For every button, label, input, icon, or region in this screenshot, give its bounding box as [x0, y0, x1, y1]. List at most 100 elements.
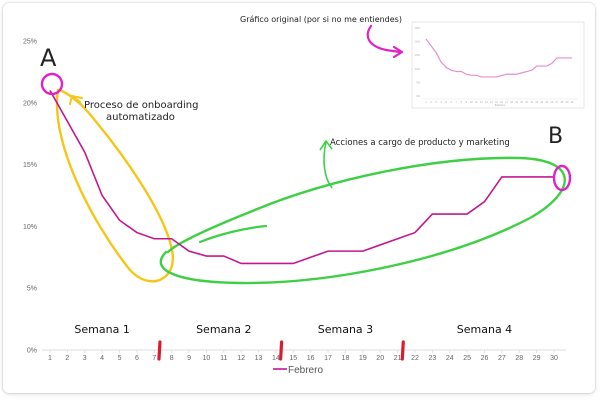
- label-b: B: [548, 124, 563, 149]
- marketing-highlight-loop: [159, 156, 566, 285]
- week-label: Semana 3: [318, 323, 373, 336]
- x-tick-label: 1: [48, 355, 52, 362]
- inset-chart: Gráfico original (por si no me entiendes…: [240, 15, 585, 109]
- inset-x-tick-label: 28: [561, 101, 564, 104]
- inset-x-tick-label: 20: [520, 101, 523, 104]
- inset-x-tick-label: 3: [435, 101, 437, 104]
- week-label: Semana 4: [457, 323, 512, 336]
- week-separator: [400, 340, 405, 361]
- x-tick-label: 18: [342, 355, 350, 362]
- inset-y-tick-label: 10%: [415, 68, 421, 71]
- x-tick-label: 28: [515, 355, 523, 362]
- x-tick-label: 6: [135, 355, 139, 362]
- y-axis: 0% 5% 10% 15% 20% 25%: [23, 39, 37, 355]
- inset-x-tick-label: 6: [450, 101, 452, 104]
- y-tick-label: 25%: [23, 39, 37, 46]
- x-tick-label: 29: [533, 355, 541, 362]
- x-tick-label: 16: [307, 355, 315, 362]
- arrow-to-inset: [366, 24, 402, 54]
- x-tick-label: 17: [324, 355, 332, 362]
- inset-x-tick-label: 8: [461, 101, 463, 104]
- inset-x-tick-label: 15: [495, 101, 498, 104]
- inset-x-tick-label: 27: [556, 101, 559, 104]
- series-line-febrero: [49, 90, 554, 265]
- inset-y-tick-label: 15%: [415, 54, 421, 57]
- inset-x-tick-label: 24: [540, 101, 543, 104]
- legend-label-febrero: Febrero: [288, 365, 323, 376]
- y-tick-label: 15%: [23, 162, 37, 169]
- x-tick-label: 22: [411, 355, 419, 362]
- y-tick-label: 5%: [27, 286, 37, 293]
- x-tick-label: 15: [289, 355, 297, 362]
- onboarding-label-line1: Proceso de onboarding: [84, 100, 199, 111]
- inset-x-tick-label: 26: [550, 101, 553, 104]
- x-tick-label: 10: [203, 355, 211, 362]
- inset-x-tick-label: 18: [510, 101, 513, 104]
- inset-x-tick-label: 16: [500, 101, 503, 104]
- x-tick-label: 27: [498, 355, 506, 362]
- week-separator: [279, 340, 284, 361]
- x-tick-label: 2: [65, 355, 69, 362]
- inset-x-tick-label: 29: [566, 101, 569, 104]
- inset-x-tick-label: 30: [571, 101, 574, 104]
- arrow-head: [392, 45, 404, 59]
- onboarding-arrow: [69, 94, 83, 105]
- x-tick-label: 25: [463, 355, 471, 362]
- inset-x-tick-label: 12: [480, 101, 483, 104]
- series-points: [49, 90, 555, 264]
- marketing-scribble: [198, 224, 268, 244]
- x-tick-label: 9: [187, 355, 191, 362]
- inset-x-tick-label: 13: [485, 101, 488, 104]
- x-tick-label: 26: [481, 355, 489, 362]
- inset-x-tick-label: 7: [456, 101, 458, 104]
- y-tick-label: 20%: [23, 100, 37, 107]
- inset-ticks: 0%5%10%15%20%25%1 2 3 4 5 6 7 8 9 10 11 12 13 14 15 16 1…: [415, 27, 574, 104]
- marker-b-circle: [552, 164, 572, 192]
- inset-x-tick-label: 5: [445, 101, 447, 104]
- inset-series-line: [425, 38, 572, 78]
- onboarding-label-line2: automatizado: [106, 112, 175, 123]
- x-tick-label: 8: [170, 355, 174, 362]
- x-tick-label: 14: [272, 355, 280, 362]
- inset-x-tick-label: 22: [530, 101, 533, 104]
- inset-y-tick-label: 0%: [416, 95, 420, 98]
- x-tick-label: 19: [359, 355, 367, 362]
- x-tick-label: 30: [550, 355, 558, 362]
- marketing-arrow: [323, 141, 333, 189]
- actions-label: Acciones a cargo de producto y marketing: [330, 138, 510, 148]
- week-labels: Semana 1 Semana 2 Semana 3 Semana 4: [74, 323, 512, 336]
- inset-x-tick-label: 11: [475, 101, 478, 104]
- x-tick-label: 13: [255, 355, 263, 362]
- inset-y-tick-label: 25%: [415, 27, 421, 30]
- x-tick-label: 21: [394, 355, 402, 362]
- label-a: A: [40, 44, 57, 72]
- x-tick-label: 7: [152, 355, 156, 362]
- inset-x-tick-label: 25: [545, 101, 548, 104]
- x-tick-label: 12: [237, 355, 245, 362]
- inset-legend: Febrero: [495, 103, 506, 107]
- y-tick-label: 10%: [23, 224, 37, 231]
- inset-y-tick-label: 20%: [415, 41, 421, 44]
- inset-x-tick-label: 14: [490, 101, 493, 104]
- inset-x-tick-label: 9: [466, 101, 468, 104]
- inset-x-tick-label: 2: [430, 101, 432, 104]
- legend: Febrero: [273, 365, 323, 376]
- week-label: Semana 2: [196, 323, 251, 336]
- x-tick-label: 5: [118, 355, 122, 362]
- marketing-arrow-head: [319, 139, 333, 151]
- x-tick-label: 20: [376, 355, 384, 362]
- x-tick-label: 24: [446, 355, 454, 362]
- x-tick-label: 11: [220, 355, 227, 362]
- inset-x-tick-label: 10: [470, 101, 473, 104]
- week-separator: [157, 340, 162, 361]
- x-tick-label: 3: [83, 355, 87, 362]
- inset-x-tick-label: 21: [525, 101, 528, 104]
- week-label: Semana 1: [74, 323, 129, 336]
- inset-x-tick-label: 17: [505, 101, 508, 104]
- marker-a-circle: [40, 72, 64, 96]
- onboarding-highlight-loop: [55, 88, 175, 283]
- inset-y-tick-label: 5%: [416, 81, 420, 84]
- y-tick-label: 0%: [27, 348, 37, 355]
